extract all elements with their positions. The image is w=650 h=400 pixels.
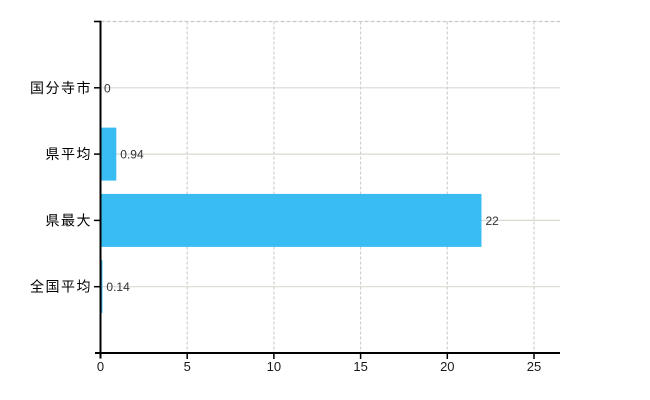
- value-label: 0: [104, 81, 111, 95]
- x-tick-label: 25: [527, 359, 541, 374]
- bar-県最大: [100, 193, 482, 247]
- category-label: 県平均: [46, 146, 93, 162]
- x-tick-label: 15: [353, 359, 367, 374]
- value-label: 22: [485, 214, 499, 228]
- category-label: 全国平均: [30, 279, 92, 295]
- category-label: 国分寺市: [30, 80, 92, 96]
- x-tick-label: 20: [440, 359, 454, 374]
- bar-県平均: [100, 127, 117, 181]
- x-tick-label: 0: [97, 359, 104, 374]
- x-tick-label: 5: [184, 359, 191, 374]
- value-label: 0.14: [106, 280, 130, 294]
- value-label: 0.94: [120, 148, 144, 162]
- x-tick-label: 10: [267, 359, 281, 374]
- category-label: 県最大: [46, 212, 93, 228]
